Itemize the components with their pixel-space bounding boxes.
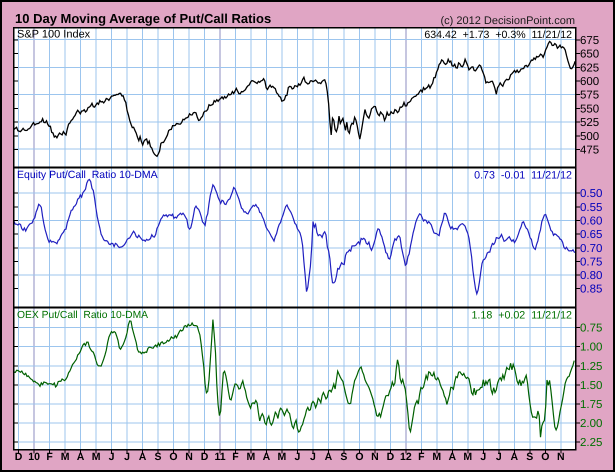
svg-text:F: F (418, 451, 425, 463)
svg-text:2.00: 2.00 (580, 418, 602, 430)
svg-text:M: M (463, 451, 472, 463)
svg-text:M: M (92, 451, 101, 463)
svg-text:M: M (432, 451, 441, 463)
svg-text:0.85: 0.85 (580, 284, 602, 296)
svg-text:J: J (109, 451, 115, 463)
svg-text:O: O (355, 451, 363, 463)
svg-text:10: 10 (28, 451, 40, 463)
svg-text:0.65: 0.65 (580, 229, 602, 241)
svg-text:D: D (387, 451, 395, 463)
svg-text:A: A (139, 451, 147, 463)
svg-text:550: 550 (580, 103, 599, 115)
svg-text:S: S (526, 451, 533, 463)
svg-text:F: F (46, 451, 53, 463)
svg-text:1.00: 1.00 (580, 342, 602, 354)
svg-text:A: A (263, 451, 271, 463)
svg-text:J: J (310, 451, 316, 463)
svg-text:0.73 -0.01 11/21/12: 0.73 -0.01 11/21/12 (474, 170, 572, 182)
svg-text:OEX Put/Call Ratio 10-DMA: OEX Put/Call Ratio 10-DMA (17, 310, 148, 321)
svg-text:N: N (371, 451, 379, 463)
svg-text:J: J (124, 451, 130, 463)
svg-text:1.25: 1.25 (580, 361, 602, 373)
svg-text:F: F (232, 451, 239, 463)
svg-text:M: M (247, 451, 256, 463)
svg-text:0.50: 0.50 (580, 188, 602, 200)
svg-text:0.75: 0.75 (580, 323, 602, 335)
svg-text:10 Day Moving Average of Put/C: 10 Day Moving Average of Put/Call Ratios (15, 11, 271, 26)
svg-text:575: 575 (580, 90, 599, 102)
svg-text:A: A (325, 451, 333, 463)
svg-text:S&P 100 Index: S&P 100 Index (17, 29, 91, 41)
svg-text:A: A (449, 451, 457, 463)
svg-text:D: D (15, 451, 23, 463)
svg-text:500: 500 (580, 131, 599, 143)
svg-text:634.42 +1.73 +0.3% 11/21/12: 634.42 +1.73 +0.3% 11/21/12 (424, 29, 572, 41)
svg-text:1.75: 1.75 (580, 399, 602, 411)
svg-text:M: M (278, 451, 287, 463)
svg-text:J: J (496, 451, 502, 463)
svg-text:Equity Put/Call Ratio 10-DMA: Equity Put/Call Ratio 10-DMA (17, 169, 158, 181)
svg-text:0.70: 0.70 (580, 243, 602, 255)
svg-text:525: 525 (580, 117, 599, 129)
svg-text:1.18 +0.02 11/21/12: 1.18 +0.02 11/21/12 (471, 310, 572, 322)
svg-text:650: 650 (580, 49, 599, 61)
svg-text:11: 11 (214, 451, 225, 463)
svg-text:N: N (185, 451, 193, 463)
svg-text:0.75: 0.75 (580, 256, 602, 268)
svg-text:(c) 2012 DecisionPoint.com: (c) 2012 DecisionPoint.com (440, 15, 575, 27)
svg-text:N: N (557, 451, 565, 463)
svg-text:600: 600 (580, 76, 599, 88)
svg-text:0.60: 0.60 (580, 215, 602, 227)
svg-text:S: S (340, 451, 347, 463)
svg-text:625: 625 (580, 62, 599, 74)
svg-text:J: J (294, 451, 300, 463)
svg-text:A: A (77, 451, 85, 463)
svg-text:12: 12 (400, 451, 412, 463)
svg-text:0.55: 0.55 (580, 202, 602, 214)
svg-text:475: 475 (580, 144, 599, 156)
svg-text:J: J (480, 451, 486, 463)
svg-text:0.80: 0.80 (580, 270, 602, 282)
svg-text:O: O (541, 451, 549, 463)
svg-text:A: A (511, 451, 519, 463)
svg-text:O: O (169, 451, 177, 463)
svg-text:S: S (154, 451, 161, 463)
svg-text:675: 675 (580, 35, 599, 47)
svg-text:2.25: 2.25 (580, 437, 602, 449)
svg-text:D: D (201, 451, 209, 463)
svg-text:1.50: 1.50 (580, 380, 602, 392)
svg-text:M: M (61, 451, 70, 463)
